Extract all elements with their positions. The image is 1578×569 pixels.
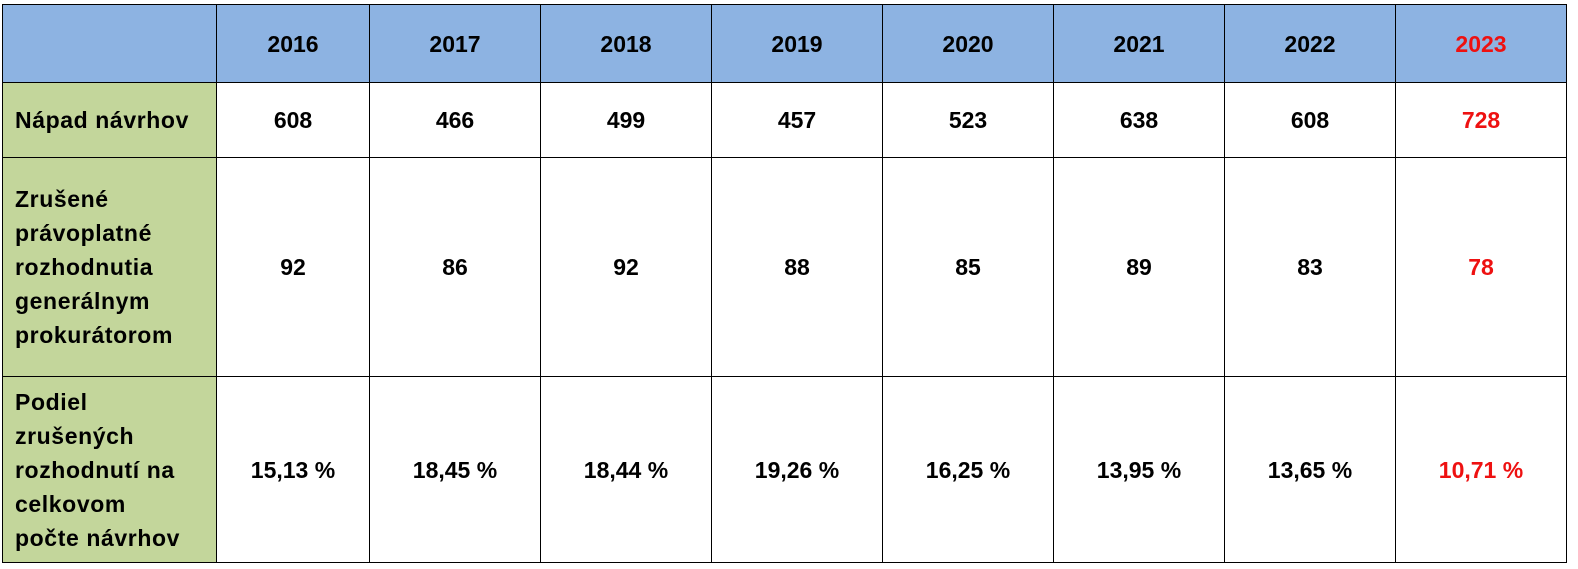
row-label-line: Podiel bbox=[15, 388, 88, 415]
table-cell: 86 bbox=[369, 157, 541, 377]
row-label-line: Nápad návrhov bbox=[15, 107, 189, 133]
table-cell: 13,65 % bbox=[1224, 376, 1396, 563]
table-row: Zrušené právoplatné rozhodnutia generáln… bbox=[2, 157, 1567, 377]
table-cell: 92 bbox=[540, 157, 712, 377]
table-cell: 608 bbox=[216, 82, 370, 158]
table-cell: 466 bbox=[369, 82, 541, 158]
table-cell: 16,25 % bbox=[882, 376, 1054, 563]
table-cell-highlighted: 728 bbox=[1395, 82, 1567, 158]
year-header: 2016 bbox=[216, 4, 370, 83]
row-label-line: celkovom bbox=[15, 490, 126, 517]
table-cell: 85 bbox=[882, 157, 1054, 377]
header-row: 2016 2017 2018 2019 2020 2021 2022 2023 bbox=[2, 4, 1567, 83]
table-row: Nápad návrhov 608 466 499 457 523 638 60… bbox=[2, 82, 1567, 158]
table-cell: 499 bbox=[540, 82, 712, 158]
year-header: 2020 bbox=[882, 4, 1054, 83]
row-label-line: rozhodnutia bbox=[15, 254, 154, 280]
row-label: Nápad návrhov bbox=[2, 82, 217, 158]
table-cell: 638 bbox=[1053, 82, 1225, 158]
table-cell: 523 bbox=[882, 82, 1054, 158]
row-label-line: počte návrhov bbox=[15, 524, 181, 551]
year-header: 2018 bbox=[540, 4, 712, 83]
year-header: 2019 bbox=[711, 4, 883, 83]
table-cell: 13,95 % bbox=[1053, 376, 1225, 563]
table-cell: 15,13 % bbox=[216, 376, 370, 563]
row-label-line: generálnym bbox=[15, 288, 151, 314]
table-cell: 89 bbox=[1053, 157, 1225, 377]
table-cell: 88 bbox=[711, 157, 883, 377]
year-header: 2022 bbox=[1224, 4, 1396, 83]
row-label-line: zrušených bbox=[15, 422, 135, 449]
year-header: 2017 bbox=[369, 4, 541, 83]
row-label-line: prokurátorom bbox=[15, 322, 173, 348]
table-row: Podiel zrušených rozhodnutí na celkovom … bbox=[2, 376, 1567, 563]
statistics-table-container: 2016 2017 2018 2019 2020 2021 2022 2023 … bbox=[2, 4, 1567, 563]
statistics-table: 2016 2017 2018 2019 2020 2021 2022 2023 … bbox=[2, 4, 1567, 563]
corner-cell bbox=[2, 4, 217, 83]
table-cell: 457 bbox=[711, 82, 883, 158]
row-label: Zrušené právoplatné rozhodnutia generáln… bbox=[2, 157, 217, 377]
table-cell: 608 bbox=[1224, 82, 1396, 158]
year-header-highlighted: 2023 bbox=[1395, 4, 1567, 83]
table-cell-highlighted: 10,71 % bbox=[1395, 376, 1567, 563]
year-header: 2021 bbox=[1053, 4, 1225, 83]
row-label-line: Zrušené bbox=[15, 186, 109, 212]
table-cell: 83 bbox=[1224, 157, 1396, 377]
table-cell: 19,26 % bbox=[711, 376, 883, 563]
table-cell-highlighted: 78 bbox=[1395, 157, 1567, 377]
table-cell: 18,44 % bbox=[540, 376, 712, 563]
table-cell: 18,45 % bbox=[369, 376, 541, 563]
row-label-line: právoplatné bbox=[15, 220, 152, 246]
table-cell: 92 bbox=[216, 157, 370, 377]
row-label-line: rozhodnutí na bbox=[15, 456, 175, 483]
row-label: Podiel zrušených rozhodnutí na celkovom … bbox=[2, 376, 217, 563]
